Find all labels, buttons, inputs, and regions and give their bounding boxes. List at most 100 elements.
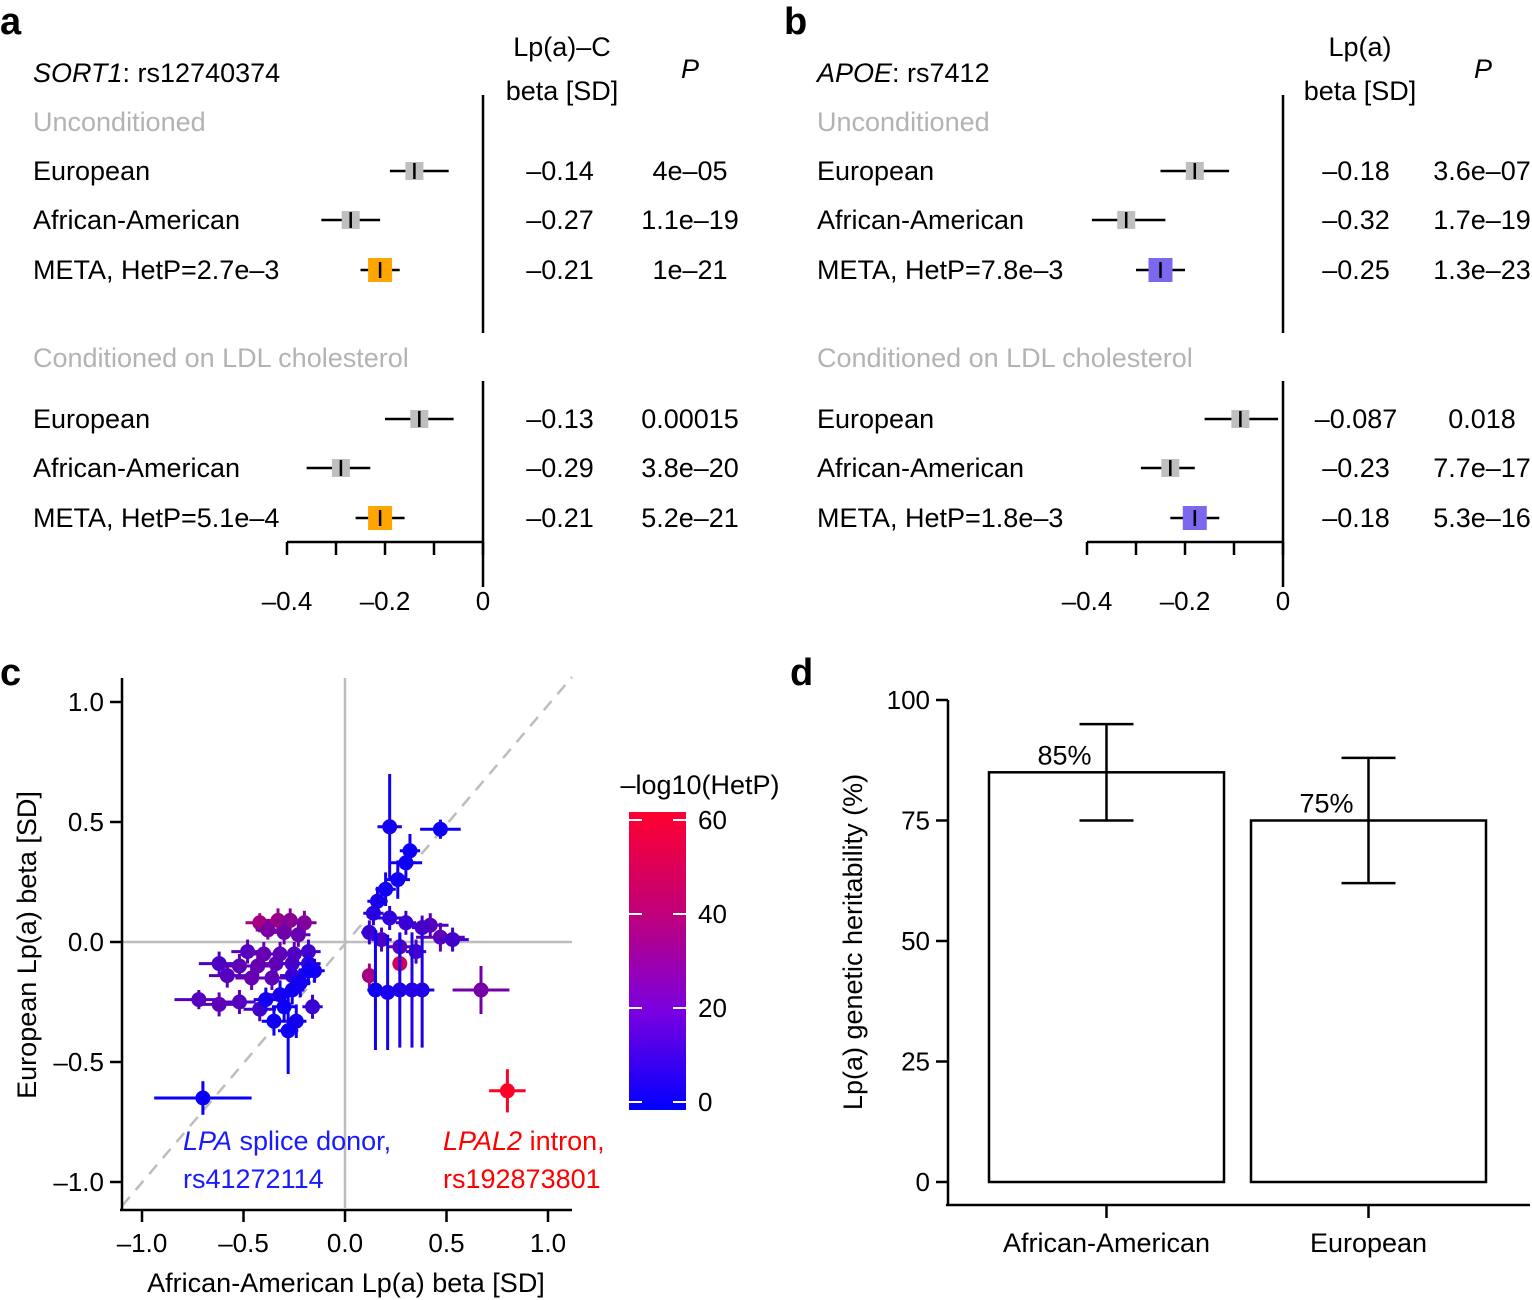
panel-a-section-conditioned: Conditioned on LDL cholesterol: [33, 343, 409, 373]
panel-a-beta-value: –0.27: [526, 205, 594, 235]
panel-a-p-value: 5.2e–21: [641, 503, 739, 533]
scatter-point: [211, 996, 227, 1012]
scatter-point: [361, 924, 377, 940]
panel-d-bars: 85% African-American 75% European: [987, 722, 1488, 1258]
scatter-point: [231, 958, 247, 974]
scatter-point: [390, 872, 406, 888]
scatter-point: [445, 932, 461, 948]
panel-c-x-label: African-American Lp(a) beta [SD]: [147, 1268, 545, 1298]
panel-b-beta-header-1: Lp(a): [1328, 32, 1391, 62]
panel-c-annotation-lpa-text: splice donor,: [232, 1126, 391, 1156]
panel-d-y-tick-label: 50: [901, 926, 930, 956]
scatter-point: [264, 970, 280, 986]
panel-a-beta-header-1: Lp(a)–C: [513, 32, 611, 62]
panel-a-row-label: African-American: [33, 205, 240, 235]
scatter-point: [195, 1090, 211, 1106]
colorbar-ticks: [629, 819, 686, 1103]
scatter-point: [414, 982, 430, 998]
panel-c-y-tick-label: 0.0: [68, 927, 104, 957]
panel-b-p-value: 1.7e–19: [1433, 205, 1531, 235]
panel-b-row-label: African-American: [817, 453, 1024, 483]
panel-a-row-label: META, HetP=5.1e–4: [33, 503, 279, 533]
colorbar-tick-0: 0: [698, 1087, 712, 1117]
panel-a-beta-header-2: beta [SD]: [506, 76, 619, 106]
panel-a-p-value: 0.00015: [641, 404, 739, 434]
scatter-point: [211, 956, 227, 972]
panel-a-beta-value: –0.13: [526, 404, 594, 434]
scatter-point: [219, 968, 235, 984]
panel-d-y-tick-label: 25: [901, 1047, 930, 1077]
panel-b-p-value: 7.7e–17: [1433, 453, 1531, 483]
panel-c-y-tick-label: 1.0: [68, 687, 104, 717]
panel-b-tick-label: –0.2: [1160, 586, 1211, 616]
panel-d-label: d: [790, 652, 813, 694]
panel-c-annotation-lpal2-text: intron,: [522, 1126, 605, 1156]
colorbar-title: –log10(HetP): [620, 770, 779, 800]
panel-a-beta-value: –0.29: [526, 453, 594, 483]
panel-a-section-unconditioned: Unconditioned: [33, 107, 206, 137]
scatter-point: [250, 958, 266, 974]
scatter-point: [305, 999, 321, 1015]
scatter-point: [240, 944, 256, 960]
panel-a-p-value: 1.1e–19: [641, 205, 739, 235]
panel-c-annotation-lpal2: LPAL2 intron,: [443, 1126, 605, 1156]
scatter-point: [288, 1013, 304, 1029]
panel-b-section-unconditioned: Unconditioned: [817, 107, 990, 137]
colorbar: [629, 812, 686, 1110]
panel-b-p-value: 0.018: [1448, 404, 1516, 434]
panel-c-x-tick-label: 1.0: [530, 1228, 566, 1258]
bar-data-label: 85%: [1037, 740, 1091, 770]
panel-c-x-tick-label: 0.0: [327, 1228, 363, 1258]
panel-a-tick-label: –0.2: [360, 586, 411, 616]
panel-a-p-value: 4e–05: [652, 156, 727, 186]
scatter-point: [266, 1013, 282, 1029]
panel-a-row-label: African-American: [33, 453, 240, 483]
scatter-point: [499, 1083, 515, 1099]
panel-b: b APOE: rs7412 Lp(a) beta [SD] P Uncondi…: [784, 1, 1531, 616]
bar-data-label: 75%: [1299, 789, 1353, 819]
panel-a-rows: European –0.14 4e–05 African-American –0.27 1…: [33, 156, 739, 533]
scatter-point: [365, 905, 381, 921]
panel-c-identity-line: [121, 676, 573, 1207]
panel-a-beta-value: –0.21: [526, 255, 594, 285]
panel-c-y-tick-label: –0.5: [53, 1047, 104, 1077]
panel-a-title: SORT1: rs12740374: [33, 58, 280, 88]
panel-a-row-label: European: [33, 156, 150, 186]
panel-c-y-tick-label: 0.5: [68, 807, 104, 837]
scatter-point: [380, 984, 396, 1000]
panel-a-tick-label: 0: [476, 586, 490, 616]
panel-a: a SORT1: rs12740374 Lp(a)–C beta [SD] P …: [0, 1, 739, 616]
panel-b-beta-header-2: beta [SD]: [1304, 76, 1417, 106]
panel-b-row-label: African-American: [817, 205, 1024, 235]
panel-d-y-tick-label: 75: [901, 806, 930, 836]
panel-b-ticks: –0.4 –0.2 0: [1062, 542, 1290, 616]
scatter-point: [300, 963, 316, 979]
scatter-point: [374, 932, 390, 948]
panel-b-gene: APOE: [815, 58, 893, 88]
panel-b-beta-value: –0.18: [1322, 156, 1390, 186]
panel-b-beta-value: –0.32: [1322, 205, 1390, 235]
panel-d-y-label: Lp(a) genetic heritability (%): [838, 774, 868, 1110]
scatter-point: [290, 927, 306, 943]
panel-d-y-tick-label: 100: [887, 685, 930, 715]
scatter-point: [432, 821, 448, 837]
scatter-point: [382, 819, 398, 835]
scatter-point: [292, 975, 308, 991]
panel-a-tick-label: –0.4: [262, 586, 313, 616]
panel-c-points: [154, 774, 526, 1115]
scatter-point: [382, 910, 398, 926]
panel-a-p-value: 1e–21: [652, 255, 727, 285]
panel-b-p-header: P: [1474, 54, 1492, 84]
panel-d: d 85% African-American 75% European 100 75 50…: [790, 652, 1530, 1258]
panel-a-p-header: P: [681, 54, 699, 84]
panel-a-p-value: 3.8e–20: [641, 453, 739, 483]
scatter-point: [296, 915, 312, 931]
bar-african-american: [987, 771, 1226, 1184]
scatter-point: [260, 922, 276, 938]
scatter-point: [414, 920, 430, 936]
panel-b-snp: : rs7412: [892, 58, 990, 88]
panel-c-annotation-lpal2-gene: LPAL2: [443, 1126, 522, 1156]
panel-b-beta-value: –0.23: [1322, 453, 1390, 483]
scatter-point: [398, 855, 414, 871]
panel-c-y-tick-label: –1.0: [53, 1167, 104, 1197]
